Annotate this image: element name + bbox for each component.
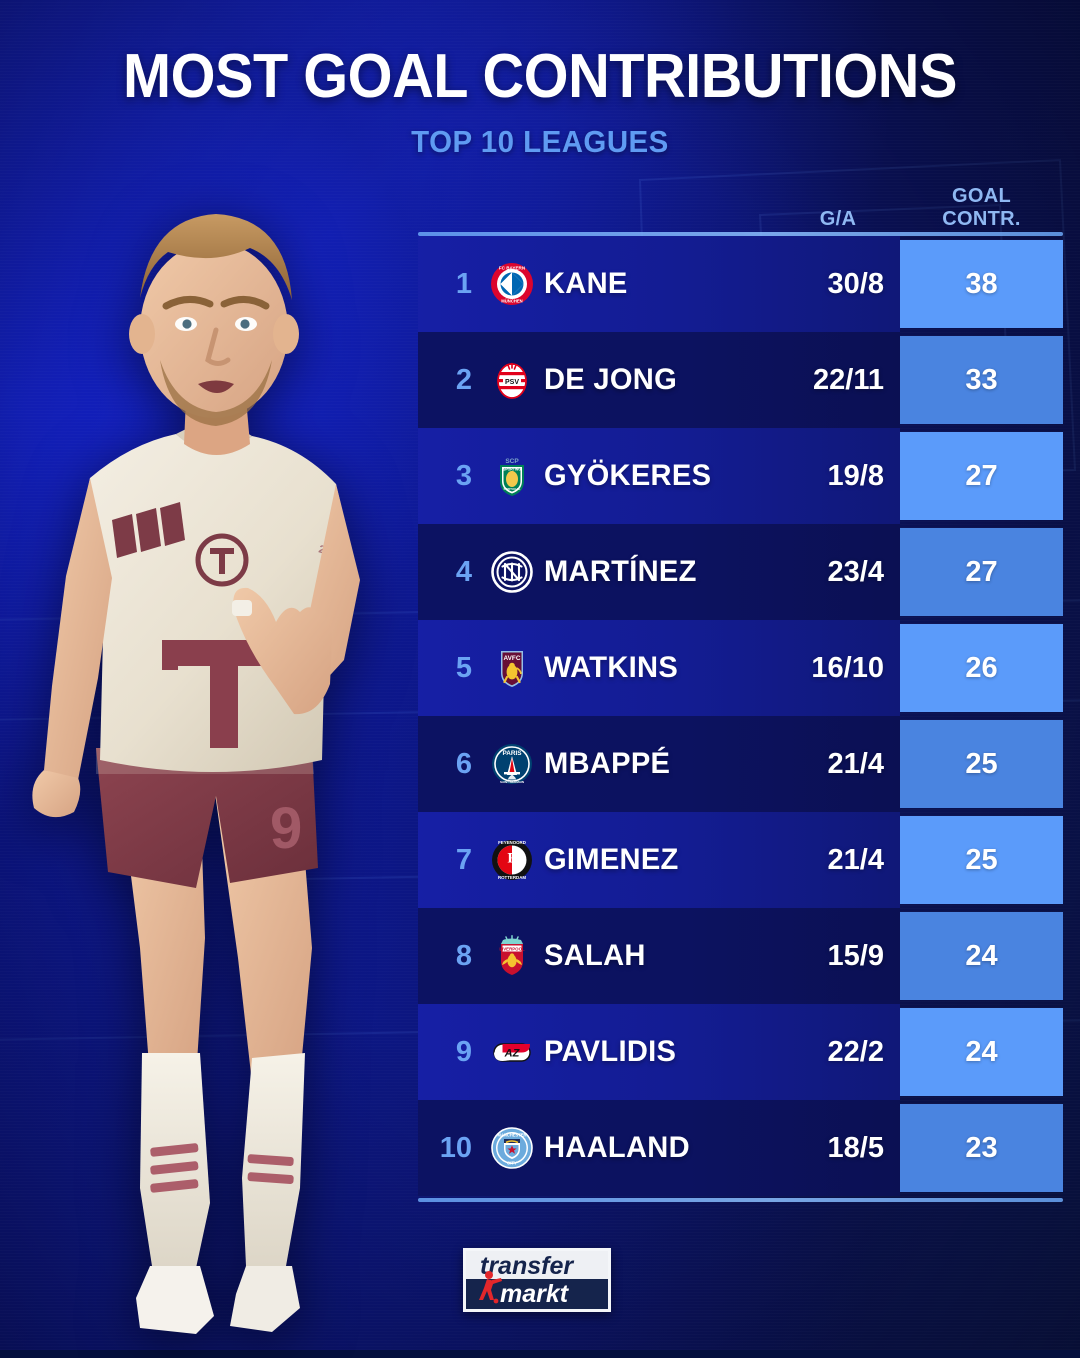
table-row[interactable]: 10 MANCHESTER CITY HAALAND 18/5 23	[418, 1100, 1063, 1196]
svg-text:FC BAYERN: FC BAYERN	[499, 266, 526, 271]
row-player-name: HAALAND	[544, 1131, 690, 1164]
table-column-headers: G/A GOAL CONTR.	[418, 170, 1063, 232]
row-rank: 7	[455, 843, 472, 876]
row-player-name: SALAH	[544, 939, 646, 972]
row-background	[418, 620, 900, 716]
svg-text:AVFC: AVFC	[504, 655, 521, 662]
row-player-name: DE JONG	[544, 363, 678, 396]
sporting-cp-badge: SCP SPORTING PORTUGAL	[480, 454, 544, 498]
aston-villa-badge: AVFC	[480, 646, 544, 690]
row-goal-contributions: 24	[900, 1008, 1063, 1096]
svg-text:transfer: transfer	[480, 1252, 574, 1280]
table-row[interactable]: 4 MARTÍNEZ 23/4 27	[418, 524, 1063, 620]
svg-text:9: 9	[270, 796, 302, 861]
row-goal-contributions: 33	[900, 336, 1063, 424]
row-rank: 4	[455, 555, 472, 588]
bayern-munich-badge: FC BAYERN MÜNCHEN	[480, 262, 544, 306]
row-rank: 3	[455, 459, 472, 492]
row-player-name: WATKINS	[544, 651, 679, 684]
row-player-name: MBAPPÉ	[544, 747, 671, 780]
header: MOST GOAL CONTRIBUTIONS TOP 10 LEAGUES	[0, 0, 1080, 160]
row-ga: 21/4	[827, 747, 884, 780]
table-row[interactable]: 5 AVFC WATKINS 16/10 26	[418, 620, 1063, 716]
row-player-name: GIMENEZ	[544, 843, 679, 876]
row-goal-contributions: 23	[900, 1104, 1063, 1192]
svg-text:markt: markt	[500, 1280, 570, 1308]
row-rank: 10	[439, 1131, 472, 1164]
inter-milan-badge	[480, 550, 544, 594]
psg-badge: PARIS SAINT-GERMAIN	[480, 742, 544, 786]
az-alkmaar-badge: AZ	[480, 1030, 544, 1074]
table-bottom-rule	[418, 1198, 1063, 1202]
row-goal-contributions: 25	[900, 816, 1063, 904]
svg-text:CITY: CITY	[507, 1161, 517, 1166]
row-ga: 23/4	[827, 555, 884, 588]
row-goal-contributions: 24	[900, 912, 1063, 1000]
svg-text:PSV: PSV	[505, 379, 519, 386]
table-top-rule	[418, 232, 1063, 236]
row-player-name: MARTÍNEZ	[544, 555, 697, 588]
transfermarkt-logo[interactable]: transfer markt	[463, 1248, 611, 1312]
row-ga: 18/5	[827, 1131, 884, 1164]
table-row[interactable]: 2 PSV DE JONG 22/11 33	[418, 332, 1063, 428]
svg-text:PARIS: PARIS	[502, 750, 522, 757]
row-ga: 19/8	[827, 459, 884, 492]
table-row[interactable]: 8 LIVERPOOL SALAH 15/9 24	[418, 908, 1063, 1004]
psv-eindhoven-badge: PSV	[480, 358, 544, 402]
svg-text:SCP: SCP	[505, 458, 519, 465]
row-player-name: PAVLIDIS	[544, 1035, 677, 1068]
row-goal-contributions: 38	[900, 240, 1063, 328]
row-rank: 8	[455, 939, 472, 972]
row-goal-contributions: 25	[900, 720, 1063, 808]
feyenoord-badge: F FEYENOORD ROTTERDAM	[480, 838, 544, 882]
svg-text:PORTUGAL: PORTUGAL	[504, 487, 521, 491]
table-row[interactable]: 7 F FEYENOORD ROTTERDAM GIMENEZ 21/4 25	[418, 812, 1063, 908]
table-row[interactable]: 1 FC BAYERN MÜNCHEN KANE 30/8 38	[418, 236, 1063, 332]
row-ga: 15/9	[827, 939, 884, 972]
hero-player-image: 9 2024 RAIS	[32, 214, 360, 1334]
row-ga: 22/11	[813, 363, 884, 396]
svg-text:SAINT-GERMAIN: SAINT-GERMAIN	[500, 780, 524, 784]
column-header-goal-contributions-line2: CONTR.	[942, 207, 1021, 230]
row-ga: 21/4	[827, 843, 884, 876]
row-rank: 9	[455, 1035, 472, 1068]
svg-text:ROTTERDAM: ROTTERDAM	[498, 875, 526, 880]
row-rank: 1	[455, 267, 472, 300]
row-goal-contributions: 26	[900, 624, 1063, 712]
table-row[interactable]: 6 PARIS SAINT-GERMAIN MBAPPÉ 21/4 25	[418, 716, 1063, 812]
row-ga: 30/8	[827, 267, 884, 300]
table-row[interactable]: 3 SCP SPORTING PORTUGAL GYÖKERES 19/8 27	[418, 428, 1063, 524]
row-goal-contributions: 27	[900, 432, 1063, 520]
page-subtitle: TOP 10 LEAGUES	[411, 124, 669, 159]
row-player-name: GYÖKERES	[544, 459, 712, 492]
row-player-name: KANE	[544, 267, 628, 300]
svg-text:SPORTING: SPORTING	[503, 468, 521, 472]
row-rank: 5	[455, 651, 472, 684]
row-background	[418, 428, 900, 524]
row-rank: 6	[455, 747, 472, 780]
column-header-goal-contributions-line1: GOAL	[952, 185, 1011, 208]
row-rank: 2	[455, 363, 472, 396]
svg-text:MÜNCHEN: MÜNCHEN	[501, 299, 522, 304]
svg-text:FEYENOORD: FEYENOORD	[498, 840, 526, 845]
row-ga: 16/10	[811, 651, 884, 684]
column-header-goal-contributions: GOAL CONTR.	[900, 185, 1063, 230]
row-background	[418, 908, 900, 1004]
svg-text:F: F	[507, 851, 516, 867]
manchester-city-badge: MANCHESTER CITY	[480, 1126, 544, 1170]
row-goal-contributions: 27	[900, 528, 1063, 616]
svg-text:MANCHESTER: MANCHESTER	[498, 1133, 527, 1138]
svg-text:AZ: AZ	[504, 1048, 521, 1060]
table-row[interactable]: 9 AZ PAVLIDIS 22/2 24	[418, 1004, 1063, 1100]
column-header-ga: G/A	[819, 207, 857, 230]
row-ga: 22/2	[827, 1035, 884, 1068]
page-title: MOST GOAL CONTRIBUTIONS	[123, 42, 957, 111]
liverpool-badge: LIVERPOOL	[480, 934, 544, 978]
svg-text:LIVERPOOL: LIVERPOOL	[499, 946, 525, 951]
ranking-table: G/A GOAL CONTR. 1 FC BAYERN MÜNCHEN KANE…	[418, 170, 1063, 1202]
